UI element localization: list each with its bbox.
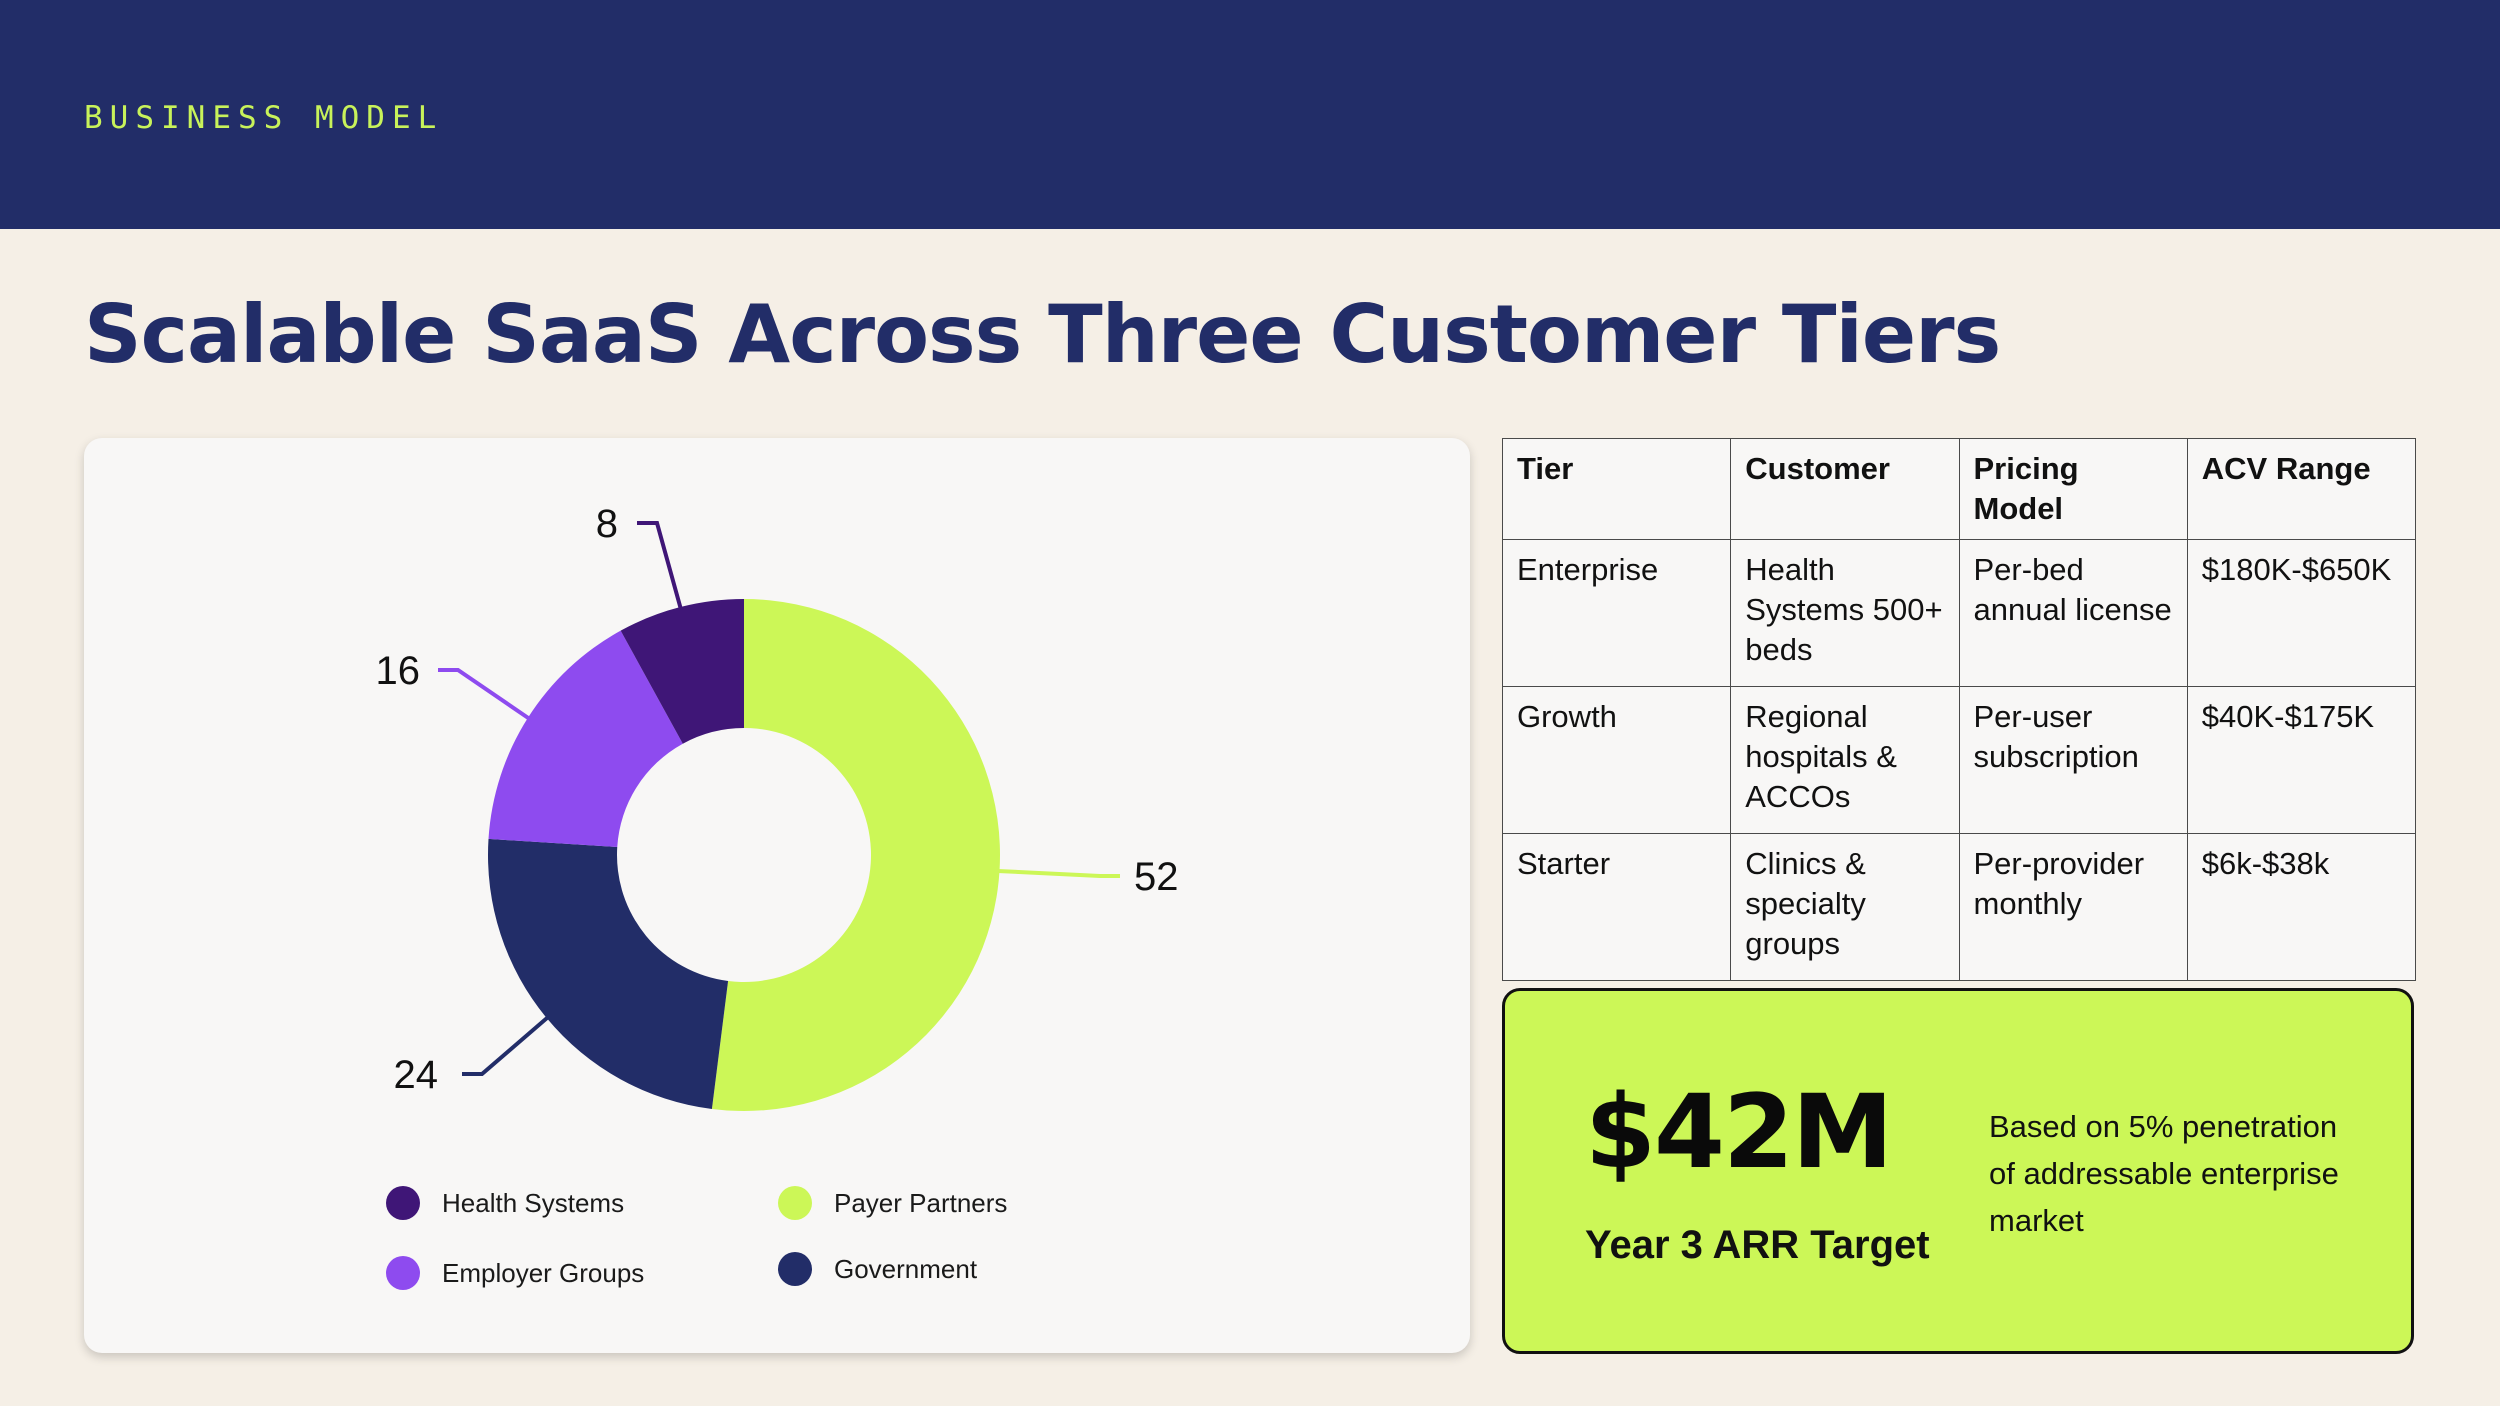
arr-label: Year 3 ARR Target bbox=[1585, 1223, 1930, 1267]
legend-swatch bbox=[778, 1186, 812, 1220]
donut-slice-payer-partners bbox=[711, 599, 1000, 1111]
legend-swatch bbox=[386, 1186, 420, 1220]
arr-target-card: $42M Year 3 ARR Target Based on 5% penet… bbox=[1502, 988, 2414, 1354]
legend-item-government: Government bbox=[778, 1252, 977, 1286]
table-header-row: Tier Customer Pricing Model ACV Range bbox=[1501, 438, 2417, 540]
data-label: 8 bbox=[596, 502, 618, 546]
table-row: Growth Regional hospitals & ACCOs Per-us… bbox=[1501, 686, 2417, 834]
table-row: Starter Clinics & specialty groups Per-p… bbox=[1501, 833, 2417, 981]
legend-item-employer-groups: Employer Groups bbox=[386, 1256, 644, 1290]
legend-label: Payer Partners bbox=[834, 1187, 1008, 1218]
legend-swatch bbox=[778, 1252, 812, 1286]
data-label: 24 bbox=[394, 1053, 439, 1097]
table-cell: $6k-$38k bbox=[2186, 833, 2417, 981]
table-cell: Clinics & specialty groups bbox=[1730, 833, 1960, 981]
leader-line bbox=[997, 868, 1120, 878]
donut-chart: 52 24 16 8 bbox=[376, 502, 1179, 1111]
table-cell: Starter bbox=[1501, 833, 1732, 981]
table-cell: $180K-$650K bbox=[2186, 539, 2417, 687]
table-cell: Growth bbox=[1501, 686, 1732, 834]
legend-label: Employer Groups bbox=[442, 1257, 645, 1288]
data-label: 52 bbox=[1134, 855, 1179, 899]
legend-item-health-systems: Health Systems bbox=[386, 1186, 624, 1220]
column-header-pricing-model: Pricing Model bbox=[1958, 438, 2188, 540]
table-cell: Per-user subscription bbox=[1958, 686, 2188, 834]
tier-table: Tier Customer Pricing Model ACV Range En… bbox=[1501, 438, 2417, 981]
table-cell: Per-provider monthly bbox=[1958, 833, 2188, 981]
section-eyebrow: BUSINESS MODEL bbox=[84, 100, 444, 136]
column-header-acv-range: ACV Range bbox=[2186, 438, 2417, 540]
table-cell: $40K-$175K bbox=[2186, 686, 2417, 834]
legend-swatch bbox=[386, 1256, 420, 1290]
leader-line bbox=[462, 1015, 550, 1076]
donut-slice-employer-groups bbox=[488, 630, 683, 848]
leader-line bbox=[637, 521, 683, 610]
legend-label: Government bbox=[834, 1253, 978, 1284]
data-label: 16 bbox=[376, 649, 421, 693]
column-header-customer: Customer bbox=[1730, 438, 1960, 540]
arr-note: Based on 5% penetration of addressable e… bbox=[1989, 1109, 2339, 1238]
table-cell: Enterprise bbox=[1501, 539, 1732, 687]
table-cell: Per-bed annual license bbox=[1958, 539, 2188, 687]
chart-card: 52 24 16 8 Health Systems Payer Partners Em… bbox=[84, 438, 1470, 1353]
page-title: Scalable SaaS Across Three Customer Tier… bbox=[84, 288, 2001, 381]
table-row: Enterprise Health Systems 500+ beds Per-… bbox=[1501, 539, 2417, 687]
donut-slice-government bbox=[488, 838, 729, 1109]
leader-line bbox=[438, 668, 531, 721]
legend-item-payer-partners: Payer Partners bbox=[778, 1186, 1007, 1220]
table-cell: Regional hospitals & ACCOs bbox=[1730, 686, 1960, 834]
legend-label: Health Systems bbox=[442, 1187, 625, 1218]
arr-value: $42M bbox=[1585, 1073, 1893, 1192]
header-bar: BUSINESS MODEL bbox=[0, 0, 2500, 229]
donut-slice-health-systems bbox=[620, 599, 744, 744]
column-header-tier: Tier bbox=[1501, 438, 1732, 540]
table-cell: Health Systems 500+ beds bbox=[1730, 539, 1960, 687]
